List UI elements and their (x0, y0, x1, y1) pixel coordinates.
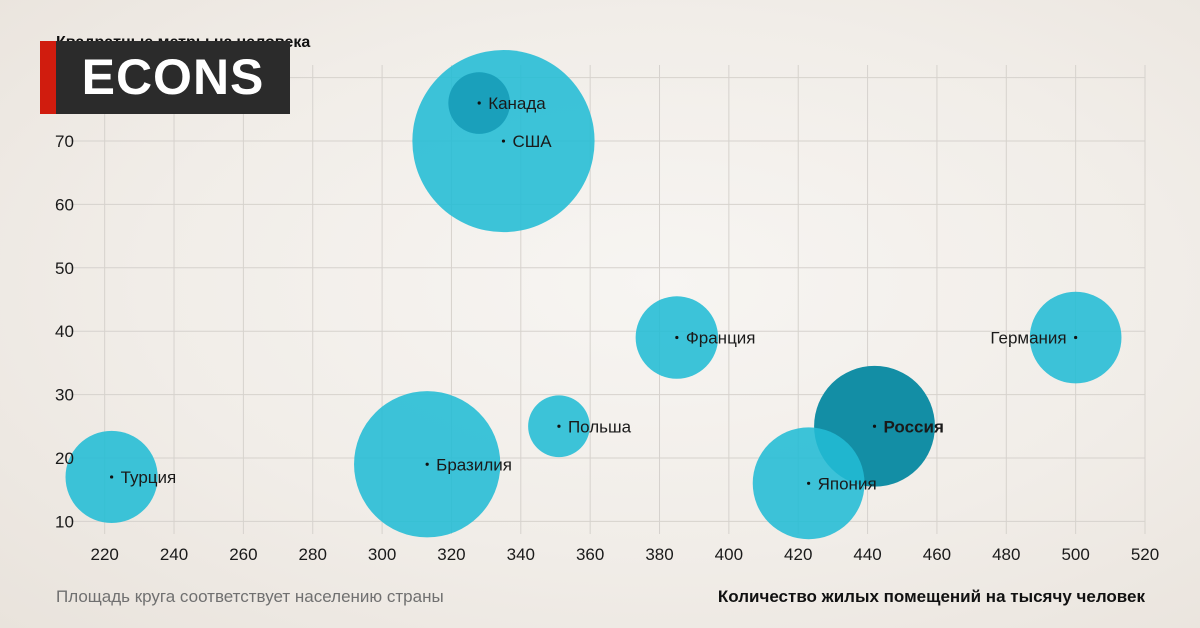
x-tick-label: 300 (368, 545, 396, 564)
point-label: США (512, 132, 552, 151)
x-tick-label: 360 (576, 545, 604, 564)
econs-logo: ECONS (40, 41, 290, 114)
x-tick-label: 260 (229, 545, 257, 564)
point-dot (110, 475, 114, 479)
logo-red-bar (40, 41, 56, 114)
x-tick-label: 460 (923, 545, 951, 564)
y-tick-label: 40 (55, 322, 74, 341)
point-label: Турция (121, 468, 177, 487)
x-tick-label: 440 (853, 545, 881, 564)
logo-text: ECONS (56, 41, 290, 114)
x-tick-label: 280 (299, 545, 327, 564)
x-axis-ticks: 220 240 260 280 300 320 340 360 380 400 420 440 460 4… (90, 545, 1159, 564)
x-tick-label: 500 (1061, 545, 1089, 564)
point-dot (872, 424, 877, 428)
y-tick-label: 50 (55, 259, 74, 278)
y-tick-label: 10 (55, 512, 74, 531)
point-labels: Турция Бразилия Польша Франция Япония Россия Г… (110, 94, 1078, 493)
y-tick-label: 60 (55, 195, 74, 214)
point-dot (807, 481, 811, 485)
point-dot (501, 139, 506, 143)
point-label: Россия (884, 417, 944, 436)
y-tick-label: 20 (55, 449, 74, 468)
x-tick-label: 420 (784, 545, 812, 564)
point-label: Япония (818, 474, 877, 493)
x-tick-label: 240 (160, 545, 188, 564)
point-dot (557, 424, 561, 428)
point-label: Бразилия (436, 455, 512, 474)
x-axis-label: Количество жилых помещений на тысячу чел… (717, 587, 1145, 606)
x-tick-label: 220 (90, 545, 118, 564)
point-dot (1074, 335, 1078, 340)
point-label: Канада (488, 94, 546, 113)
x-tick-label: 520 (1131, 545, 1159, 564)
x-tick-label: 320 (437, 545, 465, 564)
x-tick-label: 380 (645, 545, 673, 564)
point-label: Германия (990, 329, 1066, 348)
bubble-size-note: Площадь круга соответствует населению ст… (56, 587, 444, 606)
x-tick-label: 400 (715, 545, 743, 564)
x-tick-label: 340 (507, 545, 535, 564)
point-dot (675, 335, 679, 340)
point-label: Франция (686, 329, 756, 348)
y-tick-label: 70 (55, 132, 74, 151)
bubbles (65, 49, 1122, 540)
point-label: Польша (568, 417, 632, 436)
point-dot (425, 462, 429, 466)
y-tick-label: 30 (55, 386, 74, 405)
y-axis-ticks: 1020304050607080 (55, 69, 74, 532)
x-tick-label: 480 (992, 545, 1020, 564)
point-dot (477, 101, 481, 105)
grid (70, 65, 1146, 534)
